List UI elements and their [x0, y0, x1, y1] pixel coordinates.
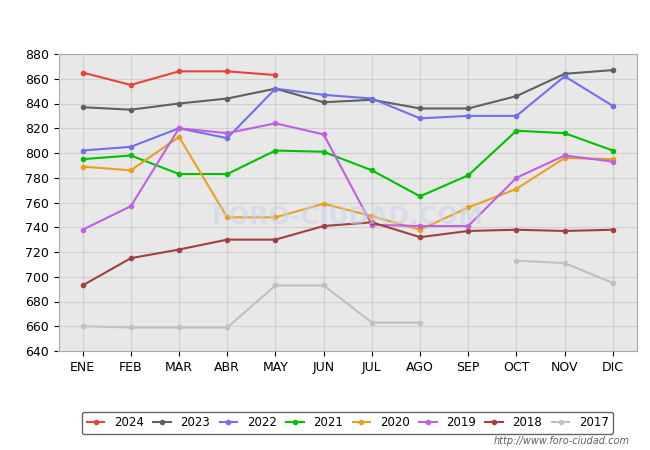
2021: [175, 171, 183, 177]
2018: [561, 228, 569, 234]
Text: Afiliados en Los Gallardos a 31/5/2024: Afiliados en Los Gallardos a 31/5/2024: [152, 18, 498, 36]
2019: [368, 222, 376, 227]
2021: [272, 148, 280, 153]
2018: [609, 227, 617, 233]
2020: [561, 155, 569, 161]
2020: [79, 164, 86, 169]
2020: [224, 215, 231, 220]
2019: [127, 203, 135, 209]
2019: [320, 132, 328, 137]
2020: [272, 215, 280, 220]
2017: [320, 283, 328, 288]
2021: [416, 194, 424, 199]
2020: [609, 157, 617, 162]
2021: [609, 148, 617, 153]
2018: [272, 237, 280, 242]
2020: [513, 186, 521, 192]
2024: [224, 69, 231, 74]
2022: [127, 144, 135, 149]
2020: [127, 167, 135, 173]
2022: [561, 73, 569, 79]
Text: http://www.foro-ciudad.com: http://www.foro-ciudad.com: [494, 436, 630, 446]
2017: [79, 324, 86, 329]
2019: [464, 223, 472, 229]
2022: [513, 113, 521, 118]
2019: [561, 153, 569, 158]
2022: [464, 113, 472, 118]
Line: 2023: 2023: [81, 68, 615, 112]
2017: [175, 325, 183, 330]
2018: [127, 256, 135, 261]
2017: [368, 320, 376, 325]
2023: [561, 71, 569, 76]
2019: [513, 175, 521, 180]
2022: [416, 116, 424, 121]
2021: [513, 128, 521, 133]
2018: [416, 234, 424, 240]
2020: [416, 227, 424, 233]
2017: [224, 325, 231, 330]
2023: [416, 106, 424, 111]
2019: [609, 159, 617, 164]
2018: [320, 223, 328, 229]
2023: [320, 99, 328, 105]
2023: [175, 101, 183, 106]
2022: [272, 86, 280, 91]
2023: [464, 106, 472, 111]
2024: [175, 69, 183, 74]
2024: [127, 82, 135, 88]
2023: [224, 96, 231, 101]
2021: [368, 167, 376, 173]
2019: [224, 130, 231, 136]
2017: [272, 283, 280, 288]
2018: [368, 220, 376, 225]
Line: 2022: 2022: [81, 74, 615, 153]
Line: 2018: 2018: [81, 220, 615, 288]
2018: [464, 228, 472, 234]
2021: [320, 149, 328, 154]
2021: [464, 172, 472, 178]
Line: 2021: 2021: [81, 129, 615, 198]
2019: [416, 223, 424, 229]
2019: [175, 126, 183, 131]
2022: [609, 103, 617, 108]
2023: [609, 68, 617, 73]
2018: [224, 237, 231, 242]
2023: [79, 104, 86, 110]
2021: [224, 171, 231, 177]
2023: [127, 107, 135, 112]
2021: [79, 157, 86, 162]
2021: [127, 153, 135, 158]
2024: [272, 72, 280, 78]
2023: [272, 86, 280, 91]
2023: [513, 94, 521, 99]
2020: [320, 201, 328, 207]
2020: [175, 134, 183, 140]
2023: [368, 97, 376, 103]
2018: [513, 227, 521, 233]
2019: [79, 227, 86, 233]
Text: FORO-CIUDAD.COM: FORO-CIUDAD.COM: [212, 205, 484, 230]
2018: [175, 247, 183, 252]
2020: [464, 205, 472, 210]
2024: [79, 70, 86, 75]
2019: [272, 121, 280, 126]
2022: [79, 148, 86, 153]
2022: [175, 126, 183, 131]
2020: [368, 213, 376, 219]
2017: [416, 320, 424, 325]
Line: 2019: 2019: [81, 121, 615, 232]
2022: [320, 92, 328, 98]
Line: 2020: 2020: [81, 135, 615, 232]
Line: 2024: 2024: [81, 69, 278, 87]
Line: 2017: 2017: [81, 284, 422, 329]
2021: [561, 130, 569, 136]
2017: [127, 325, 135, 330]
Legend: 2024, 2023, 2022, 2021, 2020, 2019, 2018, 2017: 2024, 2023, 2022, 2021, 2020, 2019, 2018…: [82, 412, 614, 434]
2018: [79, 283, 86, 288]
2022: [368, 96, 376, 101]
2022: [224, 135, 231, 141]
